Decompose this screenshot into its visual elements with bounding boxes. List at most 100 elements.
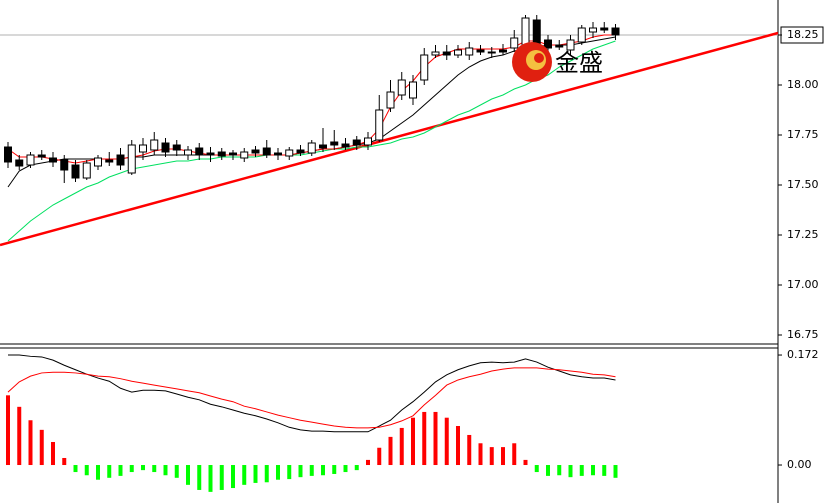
candle-body bbox=[341, 143, 350, 148]
candle-body bbox=[409, 81, 417, 99]
histogram-bar bbox=[591, 465, 595, 476]
histogram-bar bbox=[501, 447, 505, 466]
y-tick-label: 18.25 bbox=[787, 28, 819, 41]
histogram-bar bbox=[141, 465, 145, 471]
watermark-logo: 金盛 bbox=[512, 42, 603, 82]
trendline bbox=[0, 31, 779, 247]
candle-body bbox=[431, 51, 440, 56]
histogram-bar bbox=[354, 465, 359, 471]
histogram-bar bbox=[456, 426, 460, 466]
histogram-bar bbox=[422, 411, 427, 466]
indicator-line bbox=[7, 367, 616, 429]
histogram-bar bbox=[478, 443, 483, 466]
candle-body bbox=[296, 149, 305, 154]
histogram-bar bbox=[444, 417, 449, 466]
histogram-bar bbox=[231, 465, 235, 489]
histogram-bar bbox=[343, 465, 348, 473]
histogram-bar bbox=[253, 465, 258, 483]
histogram-bar bbox=[84, 465, 89, 476]
candle-body bbox=[611, 27, 620, 36]
histogram-bar bbox=[568, 465, 573, 478]
histogram-bar bbox=[208, 465, 213, 492]
candle-body bbox=[397, 79, 406, 96]
histogram-bar bbox=[546, 465, 550, 476]
histogram-bar bbox=[73, 465, 78, 473]
logo-dot bbox=[534, 53, 544, 63]
histogram-bar bbox=[152, 465, 157, 473]
candle-body bbox=[544, 39, 552, 49]
histogram-bar bbox=[219, 465, 224, 490]
histogram-bar bbox=[174, 465, 179, 478]
y-tick-label: 18.00 bbox=[787, 78, 819, 91]
candle-body bbox=[487, 51, 496, 54]
indicator-line bbox=[8, 354, 616, 433]
candle-body bbox=[105, 159, 114, 163]
histogram-bar bbox=[287, 465, 292, 480]
candle-body bbox=[127, 144, 136, 174]
candle-body bbox=[566, 39, 575, 51]
histogram-bar bbox=[332, 465, 337, 474]
y-tick-label: 17.75 bbox=[787, 128, 819, 141]
histogram-bar bbox=[17, 406, 22, 466]
candle-body bbox=[172, 144, 181, 151]
candle-body bbox=[251, 149, 260, 154]
candle-body bbox=[420, 54, 429, 81]
candle-body bbox=[454, 49, 462, 56]
histogram-bar bbox=[388, 436, 393, 466]
candle-body bbox=[37, 154, 46, 158]
candle-body bbox=[229, 152, 237, 156]
watermark: 金盛 bbox=[555, 49, 603, 77]
candle-body bbox=[330, 141, 339, 146]
y-tick-label: 17.00 bbox=[787, 278, 819, 291]
candle-body bbox=[206, 152, 215, 156]
candle-body bbox=[82, 162, 91, 179]
candle-body bbox=[352, 139, 361, 146]
candle-body bbox=[521, 17, 530, 46]
histogram-bar bbox=[309, 465, 314, 476]
histogram-bar bbox=[264, 465, 269, 483]
histogram-bar bbox=[512, 443, 517, 466]
candle-body bbox=[116, 154, 125, 166]
candle-body bbox=[195, 147, 204, 156]
candle-body bbox=[442, 51, 451, 56]
histogram-bar bbox=[51, 441, 55, 466]
histogram-bar bbox=[298, 465, 303, 478]
histogram-bar bbox=[96, 465, 100, 480]
y-tick-label: 0.00 bbox=[787, 458, 812, 471]
candle-body bbox=[60, 159, 69, 171]
histogram-bar bbox=[276, 465, 280, 480]
histogram-bar bbox=[602, 465, 607, 476]
candle-body bbox=[94, 157, 102, 167]
histogram-bar bbox=[129, 465, 134, 473]
candle-body bbox=[600, 27, 609, 31]
histogram-bar bbox=[411, 417, 415, 466]
y-tick-label: 17.50 bbox=[787, 178, 819, 191]
candle-body bbox=[555, 44, 564, 48]
candle-body bbox=[262, 147, 271, 156]
candle-body bbox=[499, 49, 507, 53]
candle-body bbox=[589, 27, 597, 33]
histogram-bar bbox=[467, 434, 472, 466]
histogram-bar bbox=[523, 459, 528, 466]
histogram-bar bbox=[579, 465, 584, 476]
candle-body bbox=[184, 149, 192, 156]
histogram-bar bbox=[197, 465, 202, 490]
candle-body bbox=[161, 142, 170, 153]
histogram-bar bbox=[39, 429, 44, 466]
candle-body bbox=[274, 152, 282, 156]
y-tick-label: 0.172 bbox=[787, 348, 819, 361]
candle-body bbox=[150, 139, 159, 151]
histogram-bar bbox=[107, 465, 112, 478]
candle-body bbox=[319, 144, 327, 149]
histogram-bar bbox=[399, 427, 404, 466]
histogram-bar bbox=[613, 465, 618, 478]
candle-body bbox=[49, 157, 57, 163]
histogram-bar bbox=[433, 411, 438, 466]
candle-body bbox=[15, 159, 24, 167]
candle-body bbox=[139, 144, 147, 153]
candle-body bbox=[217, 151, 226, 157]
histogram-bar bbox=[163, 465, 168, 476]
candle-body bbox=[240, 151, 249, 159]
histogram-bar bbox=[118, 465, 123, 476]
